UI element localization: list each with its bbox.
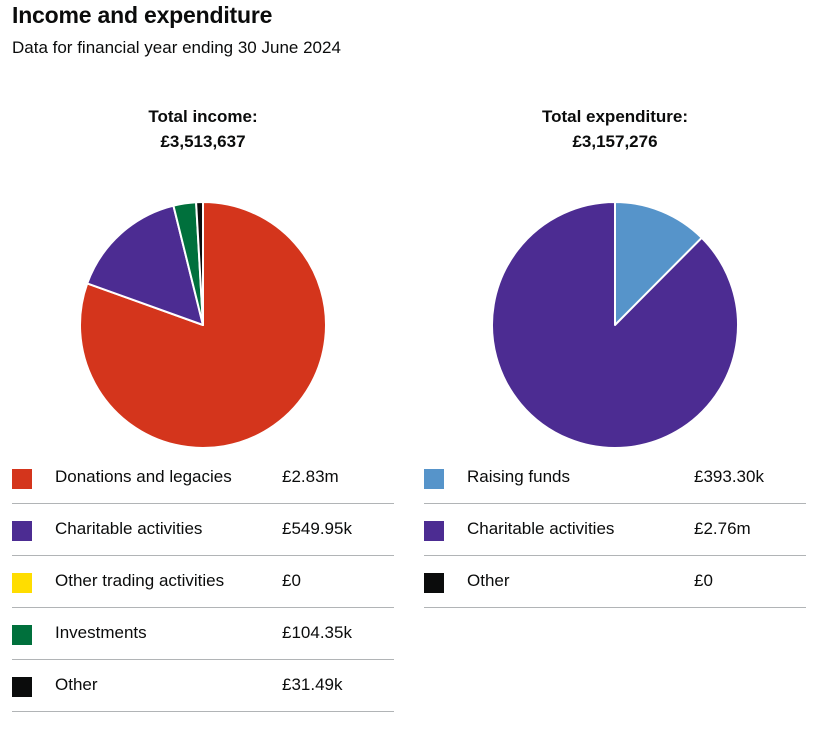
legend-swatch (424, 469, 444, 489)
pie-slice-charitable-activities (86, 204, 204, 326)
legend-swatch (12, 625, 32, 645)
legend-value: £104.35k (282, 623, 352, 642)
expenditure-legend: Raising funds £393.30k Charitable activiti… (424, 452, 806, 608)
legend-row: Donations and legacies £2.83m (12, 452, 394, 504)
pie-slice-raising-funds (614, 201, 703, 326)
legend-row: Raising funds £393.30k (424, 452, 806, 504)
legend-swatch (12, 469, 32, 489)
income-pie-chart (79, 200, 327, 449)
pie-slice-charitable-activities (491, 201, 739, 449)
legend-value: £31.49k (282, 675, 343, 694)
pie-slice-other (195, 200, 204, 326)
legend-value: £2.76m (694, 519, 751, 538)
legend-label: Other (55, 675, 98, 694)
expenditure-pie-chart (491, 201, 739, 449)
legend-row: Other £31.49k (12, 660, 394, 712)
income-total-label: Total income: (148, 107, 258, 126)
expenditure-panel: Total expenditure: £3,157,276 Raising fu… (424, 0, 806, 729)
legend-value: £393.30k (694, 467, 764, 486)
legend-swatch (424, 573, 444, 593)
legend-label: Other trading activities (55, 571, 225, 590)
legend-row: Charitable activities £549.95k (12, 504, 394, 556)
legend-label: Other (467, 571, 510, 590)
legend-value: £0 (694, 571, 713, 590)
page-subtitle: Data for financial year ending 30 June 2… (12, 38, 341, 57)
legend-row: Other £0 (424, 556, 806, 608)
legend-label: Charitable activities (467, 519, 615, 538)
legend-value: £2.83m (282, 467, 339, 486)
legend-label: Raising funds (467, 467, 571, 486)
legend-swatch (424, 521, 444, 541)
legend-row: Other trading activities £0 (12, 556, 394, 608)
legend-value: £549.95k (282, 519, 352, 538)
legend-swatch (12, 677, 32, 697)
legend-swatch (12, 521, 32, 541)
expenditure-total-label: Total expenditure: (541, 107, 689, 126)
expenditure-total: Total expenditure: £3,157,276 (424, 104, 806, 154)
legend-label: Donations and legacies (55, 467, 232, 486)
legend-label: Charitable activities (55, 519, 203, 538)
legend-row: Charitable activities £2.76m (424, 504, 806, 556)
page-title: Income and expenditure (12, 2, 273, 28)
expenditure-total-value: £3,157,276 (572, 132, 658, 151)
income-total-value: £3,513,637 (160, 132, 246, 151)
legend-row: Investments £104.35k (12, 608, 394, 660)
legend-label: Investments (55, 623, 147, 642)
legend-value: £0 (282, 571, 301, 590)
legend-swatch (12, 573, 32, 593)
income-legend: Donations and legacies £2.83m Charitable a… (12, 452, 394, 712)
income-total: Total income: £3,513,637 (12, 104, 394, 154)
income-panel: Total income: £3,513,637 Donations and l… (12, 0, 394, 729)
